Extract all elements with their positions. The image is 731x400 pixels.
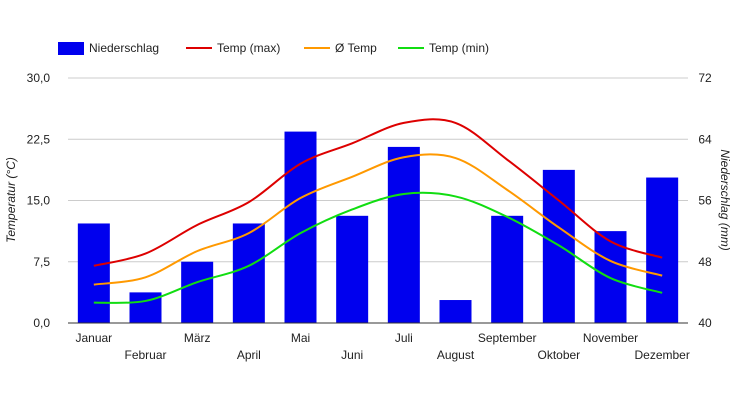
right-y-axis-title: Niederschlag (mm) bbox=[718, 149, 731, 250]
legend-swatch bbox=[58, 42, 84, 55]
x-tick-label: August bbox=[437, 348, 475, 362]
legend-label: Temp (min) bbox=[429, 41, 489, 55]
right-y-tick-label: 64 bbox=[698, 132, 712, 146]
x-tick-label: März bbox=[184, 331, 211, 345]
x-tick-label: Juli bbox=[395, 331, 413, 345]
legend-item-temp-max: Temp (max) bbox=[186, 41, 280, 55]
x-tick-label: Mai bbox=[291, 331, 310, 345]
legend-label: Ø Temp bbox=[335, 41, 377, 55]
x-tick-label: Dezember bbox=[634, 348, 689, 362]
right-y-tick-label: 72 bbox=[698, 71, 712, 85]
precipitation-bars bbox=[77, 131, 679, 323]
legend-item-precipitation: Niederschlag bbox=[58, 41, 159, 55]
right-y-tick-label: 48 bbox=[698, 255, 712, 269]
precipitation-bar bbox=[646, 177, 679, 323]
x-tick-labels: Januar Februar März April Mai Juni Juli AugustS… bbox=[75, 331, 689, 362]
left-y-tick-label: 0,0 bbox=[33, 316, 50, 330]
x-tick-label: Februar bbox=[124, 348, 166, 362]
left-y-tick-label: 7,5 bbox=[33, 255, 50, 269]
x-tick-label: Oktober bbox=[537, 348, 580, 362]
precipitation-bar bbox=[439, 300, 472, 323]
legend: Niederschlag Temp (max) Ø Temp Temp (min) bbox=[58, 41, 489, 55]
x-tick-label: Januar bbox=[75, 331, 112, 345]
left-y-tick-label: 15,0 bbox=[27, 194, 51, 208]
temp-min-line bbox=[93, 191, 663, 304]
right-y-tick-label: 40 bbox=[698, 316, 712, 330]
precipitation-bar bbox=[232, 223, 265, 323]
left-y-axis-title: Temperatur (°C) bbox=[4, 157, 18, 243]
legend-item-temp-avg: Ø Temp bbox=[304, 41, 377, 55]
precipitation-bar bbox=[181, 261, 214, 323]
x-tick-label: November bbox=[583, 331, 638, 345]
x-tick-label: September bbox=[478, 331, 537, 345]
precipitation-bar bbox=[387, 146, 420, 323]
left-y-tick-label: 22,5 bbox=[27, 132, 51, 146]
temperature-lines bbox=[93, 118, 663, 304]
legend-item-temp-min: Temp (min) bbox=[398, 41, 489, 55]
legend-label: Temp (max) bbox=[217, 41, 280, 55]
precipitation-bar bbox=[77, 223, 110, 323]
left-y-tick-label: 30,0 bbox=[27, 71, 51, 85]
x-tick-label: Juni bbox=[341, 348, 363, 362]
x-tick-label: April bbox=[237, 348, 261, 362]
legend-label: Niederschlag bbox=[89, 41, 159, 55]
temp-avg-line bbox=[93, 153, 663, 286]
right-y-tick-label: 56 bbox=[698, 194, 712, 208]
right-y-tick-labels: 40 48 56 64 72 bbox=[698, 71, 712, 330]
temp-max-line bbox=[93, 118, 663, 267]
precipitation-bar bbox=[491, 215, 524, 323]
precipitation-bar bbox=[336, 215, 369, 323]
left-y-tick-labels: 0,0 7,5 15,0 22,5 30,0 bbox=[27, 71, 51, 330]
